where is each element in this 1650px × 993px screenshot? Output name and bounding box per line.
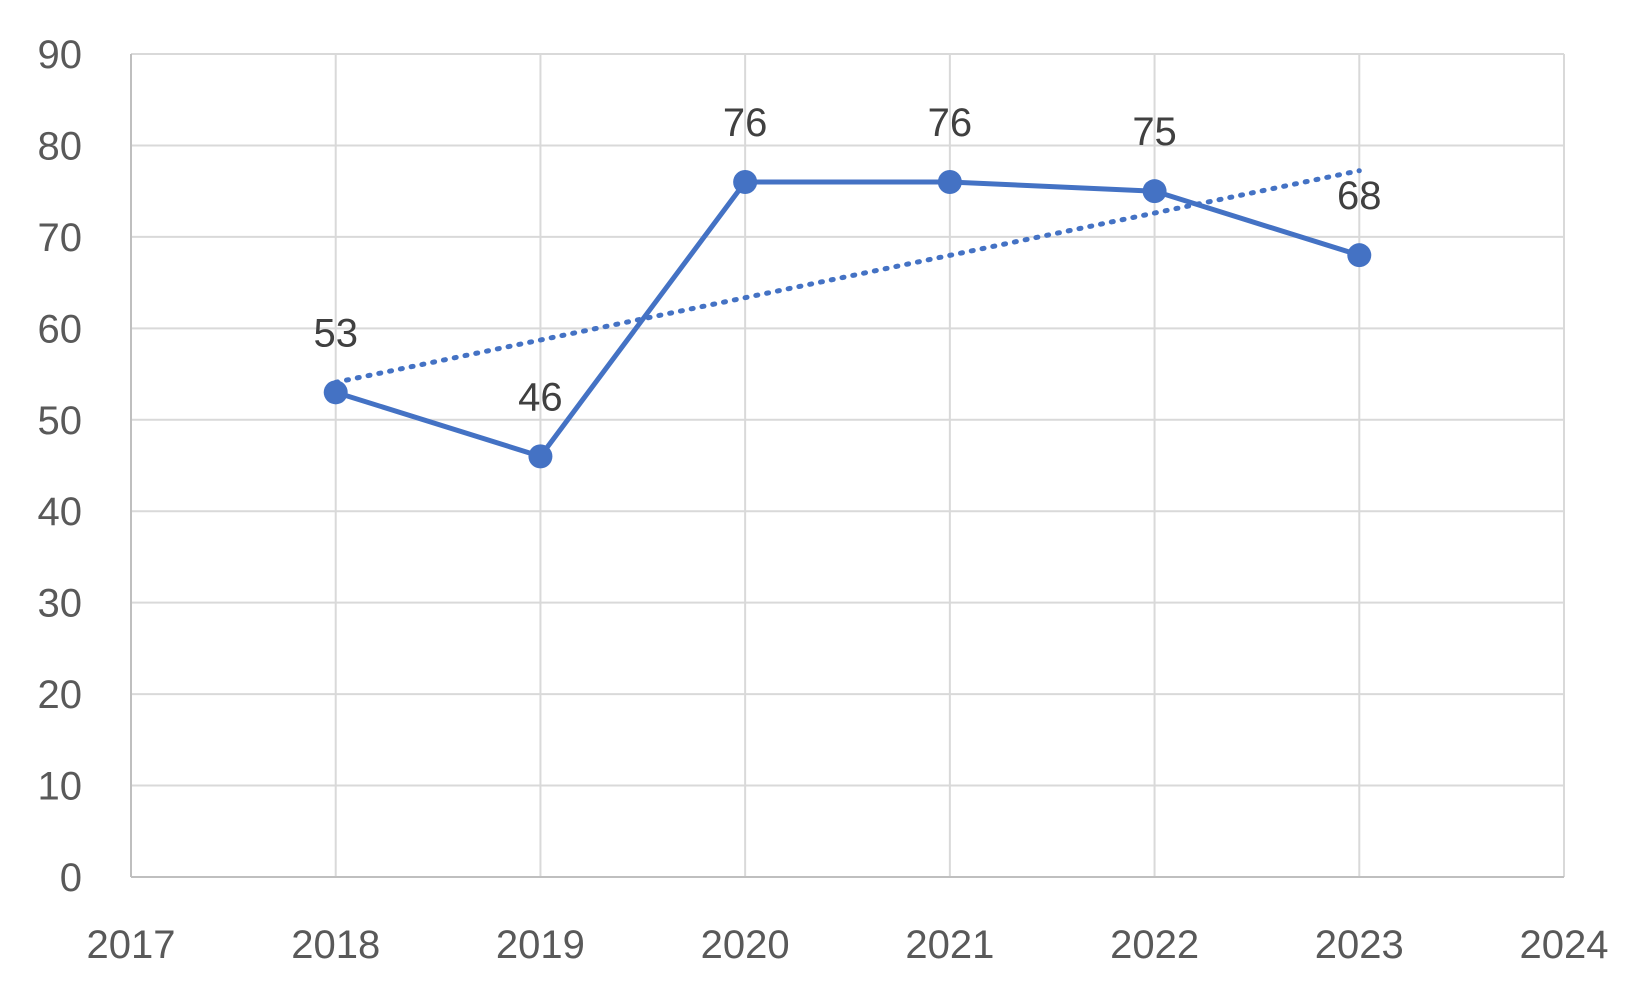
y-tick-label: 40 xyxy=(38,490,83,534)
axes xyxy=(130,54,1564,878)
x-tick-label: 2023 xyxy=(1315,923,1404,967)
y-tick-label: 0 xyxy=(60,856,82,900)
series-line xyxy=(334,179,1361,459)
data-label: 46 xyxy=(518,375,563,419)
x-tick-label: 2018 xyxy=(291,923,380,967)
x-tick-label: 2019 xyxy=(496,923,585,967)
y-tick-label: 70 xyxy=(38,216,83,260)
data-point xyxy=(323,380,348,405)
y-tick-label: 10 xyxy=(38,765,83,809)
trendline-layer xyxy=(333,168,1362,385)
y-tick-label: 80 xyxy=(38,124,83,168)
trendline xyxy=(333,168,1362,385)
x-tick-label: 2020 xyxy=(701,923,790,967)
data-point xyxy=(528,444,553,469)
data-label: 76 xyxy=(928,101,973,145)
x-tick-label: 2022 xyxy=(1110,923,1199,967)
data-point xyxy=(937,170,962,195)
data-label: 76 xyxy=(723,101,768,145)
data-point xyxy=(733,170,758,195)
labels: 0 10 20 30 40 50 60 70 80 90 2017 2018 2019 2020 2021 2… xyxy=(38,33,1609,967)
data-label: 53 xyxy=(313,311,358,355)
data-label: 75 xyxy=(1132,110,1177,154)
data-point xyxy=(1142,179,1167,204)
y-tick-label: 50 xyxy=(38,399,83,443)
y-tick-label: 30 xyxy=(38,582,83,626)
y-tick-label: 20 xyxy=(38,673,83,717)
y-tick-label: 60 xyxy=(38,307,83,351)
y-tick-label: 90 xyxy=(38,33,83,77)
x-tick-label: 2024 xyxy=(1520,923,1609,967)
x-tick-label: 2021 xyxy=(905,923,994,967)
series-layer xyxy=(323,170,1372,469)
data-label: 68 xyxy=(1337,174,1382,218)
data-point xyxy=(1347,243,1372,268)
x-tick-label: 2017 xyxy=(87,923,176,967)
